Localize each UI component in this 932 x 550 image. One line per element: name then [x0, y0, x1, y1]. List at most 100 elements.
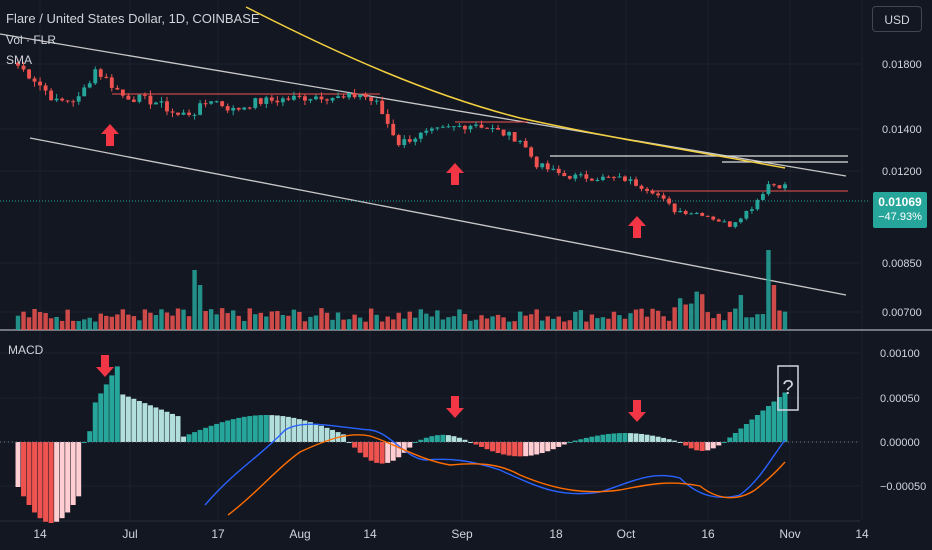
candle-body: [181, 112, 186, 115]
macd-histogram-bar: [313, 423, 319, 442]
macd-histogram-bar: [181, 436, 187, 442]
macd-histogram-bar: [528, 442, 534, 456]
volume-bar: [148, 312, 153, 330]
macd-histogram-bar: [43, 442, 49, 522]
macd-histogram-bar: [307, 422, 313, 442]
volume-bar: [330, 319, 335, 330]
volume-bar: [722, 320, 727, 330]
volume-bar: [346, 319, 352, 330]
macd-histogram-bar: [59, 442, 65, 519]
volume-bar: [87, 317, 92, 330]
candle-body: [242, 107, 247, 110]
question-box: [777, 365, 799, 411]
candle-body: [562, 173, 567, 177]
macd-histogram-bar: [252, 415, 258, 442]
macd-histogram-bar: [534, 442, 540, 455]
volume-bar: [26, 317, 32, 330]
volume-bar: [578, 310, 584, 330]
volume-bar: [523, 315, 528, 330]
volume-bar: [606, 318, 611, 330]
macd-histogram-bar: [694, 442, 700, 451]
macd-histogram-bar: [136, 400, 142, 442]
candle-body: [16, 62, 20, 66]
candle-body: [115, 87, 120, 90]
volume-bar: [435, 310, 440, 330]
last-price-value: 0.01069: [878, 195, 922, 209]
candle-body: [711, 216, 716, 220]
volume-bar: [600, 317, 606, 330]
volume-bar: [269, 311, 275, 330]
volume-bar: [324, 312, 330, 330]
macd-histogram-bar: [782, 392, 788, 442]
volume-bar: [48, 318, 54, 330]
macd-histogram-bar: [776, 397, 782, 442]
volume-bar: [236, 315, 241, 330]
time-tick-label: 14: [363, 527, 377, 541]
candle-body: [54, 98, 59, 101]
macd-histogram-bar: [440, 434, 446, 442]
volume-bar: [43, 313, 48, 330]
candle-body: [286, 98, 291, 100]
up-arrow-icon: [101, 124, 119, 146]
lower-channel-line: [29, 137, 847, 296]
time-tick-label: Oct: [617, 527, 636, 541]
macd-histogram-bar: [738, 428, 744, 442]
macd-histogram-bar: [445, 435, 451, 442]
macd-histogram-bar: [164, 411, 170, 442]
volume-bar: [755, 314, 760, 330]
candle-body: [198, 103, 203, 115]
candle-body: [446, 126, 451, 128]
volume-legend: Vol · FLR: [6, 33, 57, 47]
volume-bar: [766, 250, 771, 330]
candle-body: [142, 94, 147, 96]
macd-histogram-bar: [396, 442, 402, 458]
volume-bar: [186, 316, 192, 330]
macd-histogram-bar: [650, 435, 656, 442]
volume-bar: [286, 315, 291, 330]
candle-body: [440, 126, 445, 128]
volume-bar: [534, 309, 539, 330]
candle-body: [280, 98, 285, 103]
candle-body: [297, 95, 302, 97]
currency-button[interactable]: USD: [872, 6, 922, 32]
volume-bar: [230, 310, 236, 330]
volume-bar: [82, 319, 87, 330]
upper-channel-line: [0, 33, 847, 177]
volume-bar: [611, 311, 617, 330]
time-tick-label: 14: [33, 527, 47, 541]
candle-body: [358, 94, 363, 98]
volume-bar: [280, 314, 286, 330]
macd-histogram-bar: [732, 433, 738, 442]
volume-bar: [170, 315, 175, 330]
volume-bar: [683, 304, 688, 330]
volume-bar: [335, 312, 341, 330]
candle-body: [170, 111, 175, 113]
macd-histogram-bar: [330, 429, 336, 442]
candle-body: [82, 87, 87, 97]
candle-body: [341, 96, 346, 98]
macd-histogram-bar: [296, 419, 302, 442]
macd-histogram-bar: [65, 442, 71, 513]
candle-body: [396, 135, 401, 146]
volume-bar: [595, 318, 600, 330]
macd-histogram-bar: [418, 439, 424, 442]
candle-body: [93, 69, 98, 84]
candle-body: [578, 174, 583, 176]
volume-bar: [672, 307, 677, 330]
macd-histogram-bar: [661, 437, 667, 442]
candle-body: [468, 125, 473, 130]
candle-body: [760, 194, 765, 200]
volume-bar: [473, 319, 479, 330]
candle-body: [512, 132, 517, 142]
macd-histogram-bar: [545, 442, 551, 452]
macd-histogram-bar: [280, 416, 286, 442]
macd-histogram-bar: [48, 442, 54, 523]
volume-bar: [705, 312, 710, 330]
macd-line: [204, 423, 786, 506]
candle-body: [21, 65, 26, 70]
macd-histogram-bar: [567, 442, 573, 443]
candle-body: [623, 176, 627, 181]
volume-bar: [197, 285, 203, 330]
